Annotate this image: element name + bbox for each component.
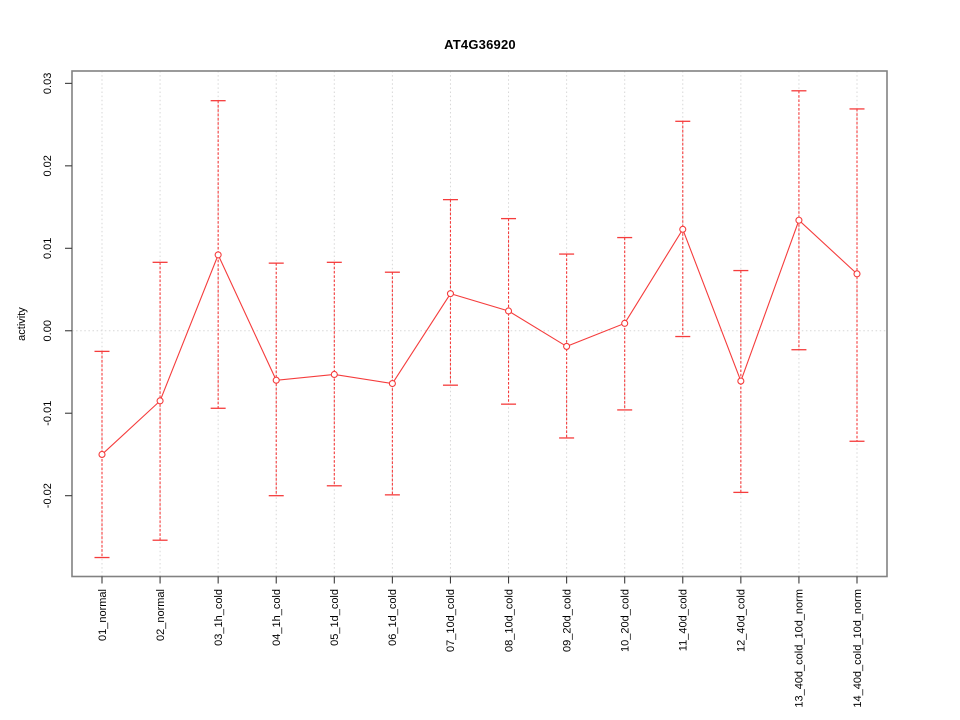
y-tick-label: 0.00 [42,320,54,341]
data-point-marker [621,319,629,327]
data-point-marker [98,450,106,459]
x-tick-label: 04_1h_cold [271,589,283,646]
x-tick-label: 14_40d_cold_10d_norm [852,589,864,708]
data-point-marker [330,370,338,379]
chart-title: AT4G36920 [444,37,516,52]
x-tick-label: 01_normal [97,589,109,641]
x-tick-label: 13_40d_cold_10d_norm [794,589,806,708]
data-point-marker [504,307,513,315]
plot-border [71,70,888,578]
data-point-marker [853,270,861,278]
x-tick-label: 09_20d_cold [561,589,573,652]
x-tick-label: 03_1h_cold [213,589,225,646]
data-point-marker [737,377,745,385]
y-tick-label: -0.02 [42,483,54,508]
x-tick-label: 06_1d_cold [387,589,399,646]
data-point-marker [446,290,455,298]
data-point-marker [388,379,396,388]
x-tick-label: 07_10d_cold [445,589,457,652]
x-tick-label: 02_normal [155,589,167,641]
x-tick-label: 10_20d_cold [619,589,631,652]
x-tick-label: 08_10d_cold [503,589,515,652]
data-point-marker [214,251,222,259]
data-point-marker [795,216,803,224]
data-point-marker [563,342,571,350]
series-line [101,219,858,455]
x-tick-label: 11_40d_cold [678,589,690,651]
y-tick-label: 0.03 [42,73,54,94]
data-point-marker [679,225,687,233]
x-tick-label: 05_1d_cold [329,589,341,646]
data-point-marker [156,397,164,405]
y-tick-label: -0.01 [42,401,54,426]
y-tick-label: 0.02 [42,155,54,176]
data-point-marker [272,376,280,384]
y-tick-label: 0.01 [42,238,54,259]
x-tick-label: 12_40d_cold [736,589,748,652]
